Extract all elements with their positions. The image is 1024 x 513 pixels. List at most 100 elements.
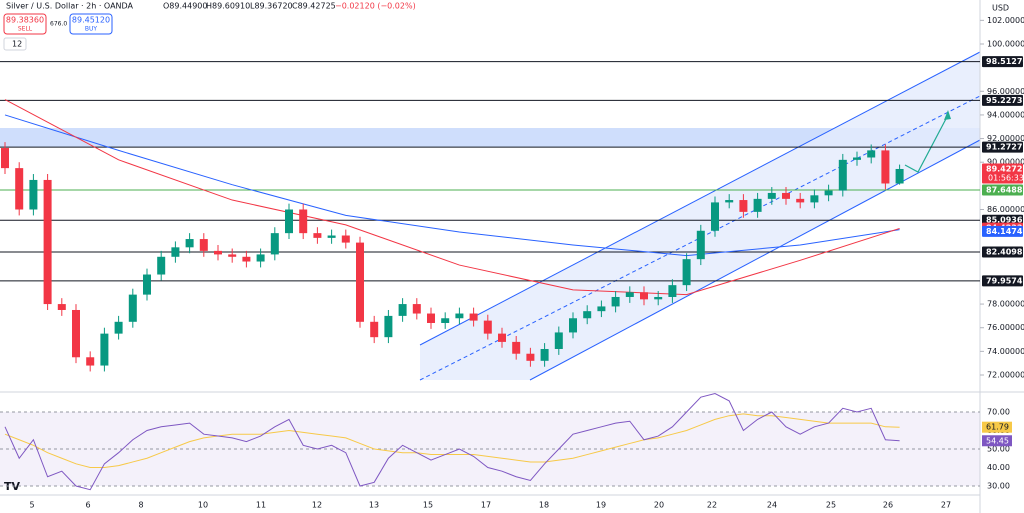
- channel-upper: [419, 51, 981, 346]
- candle-body: [796, 198, 805, 203]
- price-tick-label: 78.00000: [987, 300, 1024, 309]
- candle-body: [256, 254, 265, 262]
- candle-body: [867, 150, 876, 158]
- candle-body: [327, 235, 336, 238]
- spread: 676.0: [50, 21, 67, 28]
- ohlc-high: H89.60910: [206, 2, 250, 11]
- time-label: 17: [481, 501, 491, 510]
- moving-average: [4, 99, 900, 296]
- rsi-tick-label: 40.00: [987, 463, 1010, 472]
- candle-body: [398, 304, 407, 316]
- sell-button[interactable]: [3, 13, 47, 35]
- rsi-tick-label: 70.00: [987, 408, 1010, 417]
- candle-body: [313, 233, 322, 238]
- candle-body: [228, 254, 237, 257]
- candle-body: [299, 209, 308, 234]
- candle-body: [285, 209, 293, 234]
- price-tick-label: 96.00000: [987, 87, 1024, 96]
- candle-body: [782, 192, 790, 199]
- indicators-toggle[interactable]: [3, 37, 27, 51]
- arrow-head: [944, 110, 951, 120]
- rsi-tick-label: 30.00: [987, 482, 1010, 491]
- ohlc-low: L89.36720: [250, 2, 293, 11]
- price-badge-label: 89.42725: [986, 164, 1024, 173]
- candle-body: [654, 296, 663, 300]
- ohlc-open: O89.44900: [163, 2, 207, 11]
- candle-body: [199, 239, 208, 251]
- candle-body: [554, 332, 563, 349]
- time-label: 18: [539, 501, 549, 510]
- time-label: 12: [312, 501, 322, 510]
- currency: USD: [992, 4, 1009, 13]
- buy-price: 89.45120: [72, 16, 110, 25]
- candle-body: [441, 318, 450, 323]
- price-badge-label: 91.27276: [986, 143, 1024, 152]
- price-tick-label: 76.00000: [987, 323, 1024, 332]
- countdown: 01:56:33: [988, 173, 1024, 182]
- price-badge: [982, 56, 1023, 68]
- candle-body: [583, 311, 592, 319]
- candle-body: [853, 157, 861, 160]
- channel-fill: [420, 52, 980, 380]
- price-badge-label: 95.22735: [986, 96, 1024, 105]
- price-badge: [982, 163, 1023, 184]
- price-tick-label: 92.00000: [987, 134, 1024, 143]
- time-label: 26: [883, 501, 893, 510]
- candle-body: [640, 292, 648, 300]
- candle-body: [625, 292, 634, 297]
- candle-body: [483, 320, 492, 334]
- candle-body: [72, 309, 80, 358]
- candle-body: [810, 195, 819, 203]
- candle-body: [1, 148, 9, 169]
- time-label: 15: [423, 501, 433, 510]
- price-badge-label: 84.14743: [986, 227, 1024, 236]
- time-label: 24: [767, 501, 777, 510]
- candle-body: [498, 333, 506, 342]
- price-tick-label: 74.00000: [987, 347, 1024, 356]
- buy-button[interactable]: [69, 13, 113, 35]
- candle-body: [427, 313, 435, 323]
- price-badge-label: 87.64881: [986, 186, 1024, 195]
- price-badge: [982, 225, 1023, 237]
- price-badge: [982, 246, 1023, 258]
- candle-body: [824, 190, 833, 196]
- candle-body: [57, 304, 66, 310]
- buy-label: BUY: [85, 26, 98, 33]
- time-label: 8: [138, 501, 143, 510]
- candle-body: [512, 341, 521, 354]
- rsi-line: [4, 392, 900, 491]
- moving-average: [4, 114, 900, 257]
- rsi-badge-label: 61.79: [986, 423, 1009, 432]
- candle-body: [455, 313, 464, 319]
- time-label: 19: [596, 501, 606, 510]
- candle-body: [412, 304, 421, 314]
- price-badge: [982, 275, 1023, 287]
- candle-body: [838, 159, 847, 191]
- time-label: 22: [707, 501, 717, 510]
- indicator-count: 12: [12, 40, 22, 49]
- candle-body: [611, 296, 620, 307]
- candle-body: [711, 202, 719, 231]
- time-label: 13: [369, 501, 379, 510]
- time-label: 27: [941, 501, 951, 510]
- rsi-badge: [982, 435, 1012, 447]
- time-label: 20: [654, 501, 664, 510]
- ohlc-close: C89.42725: [292, 2, 336, 11]
- candle-body: [171, 247, 180, 257]
- price-tick-label: 102.00000: [987, 16, 1024, 25]
- candle-body: [753, 198, 762, 212]
- candle-body: [43, 179, 52, 305]
- candle-body: [526, 353, 535, 361]
- candle-body: [341, 235, 350, 243]
- sell-label: SELL: [18, 26, 33, 33]
- candle-body: [569, 318, 577, 333]
- candle-body: [29, 179, 38, 210]
- candle-body: [143, 274, 151, 295]
- price-badge: [982, 184, 1023, 196]
- price-tick-label: 90.00000: [987, 158, 1024, 167]
- rsi-badge: [982, 421, 1012, 433]
- candle-body: [725, 200, 734, 203]
- candle-body: [356, 242, 364, 322]
- candle-body: [86, 357, 95, 366]
